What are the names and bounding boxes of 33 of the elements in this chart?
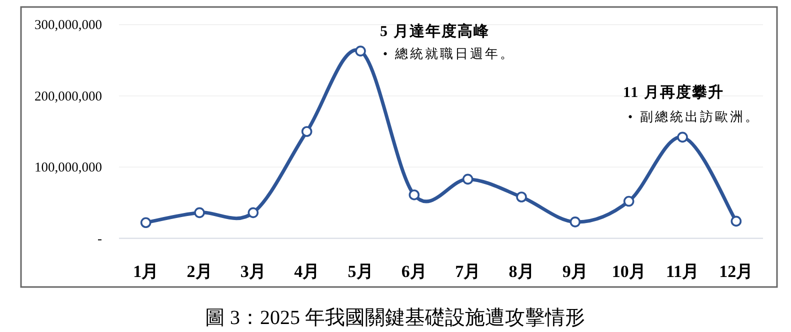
x-tick-label: 1月 xyxy=(133,262,159,281)
x-tick-label: 4月 xyxy=(294,262,320,281)
point xyxy=(623,196,634,207)
point xyxy=(248,207,259,218)
point xyxy=(462,174,474,185)
point xyxy=(301,126,312,137)
y-tick-label: 300,000,000 xyxy=(34,17,102,32)
x-tick-label: 7月 xyxy=(455,262,481,281)
x-tick-label: 10月 xyxy=(612,262,646,281)
point xyxy=(194,207,205,218)
y-tick-label: 200,000,000 xyxy=(34,88,102,104)
x-tick-label: 2月 xyxy=(186,262,212,281)
y-tick-label: 100,000,000 xyxy=(34,160,102,175)
x-tick-label: 9月 xyxy=(562,262,588,281)
y-tick-label: - xyxy=(98,230,102,246)
annotation: 5 月達年度高峰 xyxy=(380,22,490,40)
annotation: • 總統就職日週年。 xyxy=(383,46,515,61)
point xyxy=(408,189,420,200)
annotation: 11 月再度攀升 xyxy=(623,83,724,101)
point xyxy=(570,216,581,228)
x-tick-label: 3月 xyxy=(240,262,266,281)
point xyxy=(355,46,366,56)
x-tick-label: 11月 xyxy=(666,262,700,281)
point xyxy=(516,192,527,202)
point xyxy=(677,132,688,143)
annotation: • 副總統出訪歐洲。 xyxy=(628,109,760,124)
x-tick-label: 5月 xyxy=(348,262,374,281)
text: 圖 3：2025 年我國關鍵基礎設施遭攻擊情形 xyxy=(205,307,585,329)
x-tick-label: 12月 xyxy=(719,262,754,281)
point xyxy=(140,217,152,228)
x-tick-label: 8月 xyxy=(508,262,534,281)
point xyxy=(730,216,742,227)
x-tick-label: 6月 xyxy=(401,262,427,281)
